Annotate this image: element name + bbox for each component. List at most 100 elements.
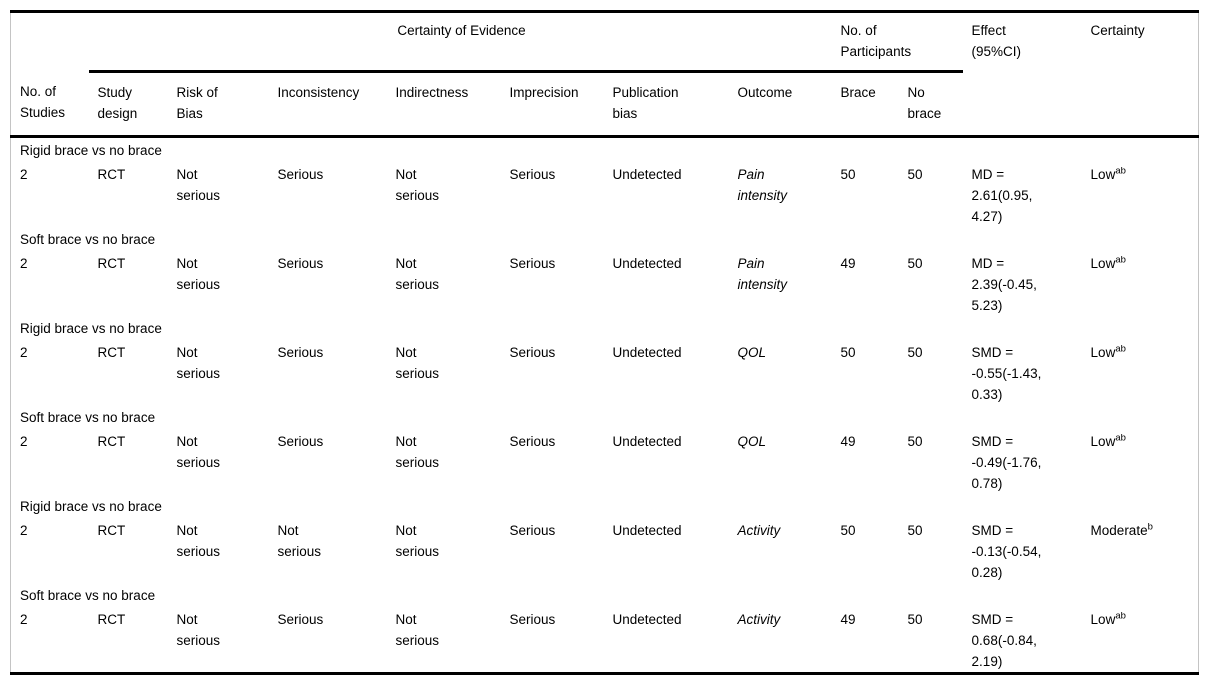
cell-certainty: Lowab [1090,254,1126,271]
cell-certainty: Lowab [1090,343,1126,360]
table-row: 2 RCT Not serious Serious Not serious Se… [11,251,1199,316]
col-header-no-of-studies: No. of Studies [10,71,89,138]
cell-outcome: Pain intensity [737,167,788,203]
header-group-certainty-of-evidence: Certainty of Evidence [88,11,832,73]
cell-study-design: RCT [97,256,126,271]
cell-imprecision: Serious [509,167,556,182]
cell-indirectness: Not serious [395,256,440,292]
cell-indirectness: Not serious [395,345,440,381]
cell-brace-n: 49 [840,256,856,271]
cell-no-brace-n: 50 [907,434,923,449]
cell-no-brace-n: 50 [907,345,923,360]
cell-no-of-studies: 2 [20,345,28,360]
col-header-study-design: Study design [88,71,168,138]
cell-inconsistency: Serious [277,345,324,360]
cell-no-brace-n: 50 [907,612,923,627]
comparison-group-label: Soft brace vs no brace [20,410,156,425]
table-row: 2 RCT Not serious Serious Not serious Se… [11,607,1199,674]
certainty-footnote: ab [1115,432,1126,444]
cell-outcome: Pain intensity [737,256,788,292]
cell-study-design: RCT [97,612,126,627]
cell-imprecision: Serious [509,612,556,627]
cell-outcome: Activity [737,612,781,627]
cell-no-of-studies: 2 [20,612,28,627]
col-header-effect: Effect (95%CI) [962,11,1082,138]
cell-certainty: Moderateb [1090,521,1153,538]
cell-risk-of-bias: Not serious [176,167,221,203]
cell-effect: SMD = 0.68(-0.84, 2.19) [971,612,1037,669]
cell-study-design: RCT [97,345,126,360]
comparison-group-label: Rigid brace vs no brace [20,143,162,158]
cell-brace-n: 49 [840,434,856,449]
header-columns-row: No. of Studies Study design Risk of Bias… [10,71,1199,138]
evidence-table-container: Certainty of Evidence No. of Participant… [10,10,1200,675]
cell-publication-bias: Undetected [612,612,682,627]
cell-study-design: RCT [97,434,126,449]
col-header-certainty: Certainty [1081,11,1199,138]
certainty-footnote: ab [1115,610,1126,622]
cell-inconsistency: Serious [277,256,324,271]
cell-no-of-studies: 2 [20,434,28,449]
table-row: 2 RCT Not serious Serious Not serious Se… [11,162,1199,227]
comparison-group-label: Rigid brace vs no brace [20,321,162,336]
comparison-group-row: Soft brace vs no brace [11,583,1199,607]
cell-no-of-studies: 2 [20,167,28,182]
cell-effect: MD = 2.61(0.95, 4.27) [971,167,1033,224]
cell-effect: SMD = -0.49(-1.76, 0.78) [971,434,1042,491]
cell-indirectness: Not serious [395,612,440,648]
cell-inconsistency: Not serious [277,523,322,559]
cell-study-design: RCT [97,167,126,182]
cell-risk-of-bias: Not serious [176,256,221,292]
table-row: 2 RCT Not serious Not serious Not seriou… [11,518,1199,583]
table-row: 2 RCT Not serious Serious Not serious Se… [11,429,1199,494]
certainty-footnote: ab [1115,165,1126,177]
cell-publication-bias: Undetected [612,523,682,538]
comparison-group-row: Soft brace vs no brace [11,227,1199,251]
grade-evidence-table: Certainty of Evidence No. of Participant… [10,10,1200,675]
cell-outcome: QOL [737,345,767,360]
cell-brace-n: 50 [840,345,856,360]
cell-outcome: QOL [737,434,767,449]
cell-inconsistency: Serious [277,612,324,627]
comparison-group-row: Rigid brace vs no brace [11,137,1199,163]
cell-inconsistency: Serious [277,434,324,449]
cell-imprecision: Serious [509,523,556,538]
comparison-group-row: Rigid brace vs no brace [11,316,1199,340]
cell-risk-of-bias: Not serious [176,523,221,559]
comparison-group-row: Rigid brace vs no brace [11,494,1199,518]
col-header-brace: Brace [831,71,899,138]
certainty-footnote: ab [1115,343,1126,355]
cell-brace-n: 49 [840,612,856,627]
col-header-outcome: Outcome [728,71,832,138]
table-row: 2 RCT Not serious Serious Not serious Se… [11,340,1199,405]
comparison-group-label: Soft brace vs no brace [20,232,156,247]
col-header-inconsistency: Inconsistency [268,71,387,138]
comparison-group-label: Rigid brace vs no brace [20,499,162,514]
comparison-group-row: Soft brace vs no brace [11,405,1199,429]
cell-effect: SMD = -0.13(-0.54, 0.28) [971,523,1042,580]
col-header-publication-bias: Publication bias [603,71,729,138]
cell-inconsistency: Serious [277,167,324,182]
cell-no-brace-n: 50 [907,167,923,182]
cell-study-design: RCT [97,523,126,538]
cell-publication-bias: Undetected [612,345,682,360]
cell-no-of-studies: 2 [20,256,28,271]
cell-certainty: Lowab [1090,432,1126,449]
cell-certainty: Lowab [1090,165,1126,182]
col-header-no-brace: No brace [898,71,963,138]
cell-publication-bias: Undetected [612,256,682,271]
cell-no-brace-n: 50 [907,256,923,271]
cell-no-brace-n: 50 [907,523,923,538]
cell-indirectness: Not serious [395,523,440,559]
cell-publication-bias: Undetected [612,167,682,182]
cell-effect: MD = 2.39(-0.45, 5.23) [971,256,1037,313]
cell-imprecision: Serious [509,345,556,360]
cell-no-of-studies: 2 [20,523,28,538]
col-header-indirectness: Indirectness [386,71,501,138]
cell-brace-n: 50 [840,167,856,182]
cell-brace-n: 50 [840,523,856,538]
cell-imprecision: Serious [509,434,556,449]
col-header-imprecision: Imprecision [500,71,604,138]
cell-publication-bias: Undetected [612,434,682,449]
cell-risk-of-bias: Not serious [176,434,221,470]
